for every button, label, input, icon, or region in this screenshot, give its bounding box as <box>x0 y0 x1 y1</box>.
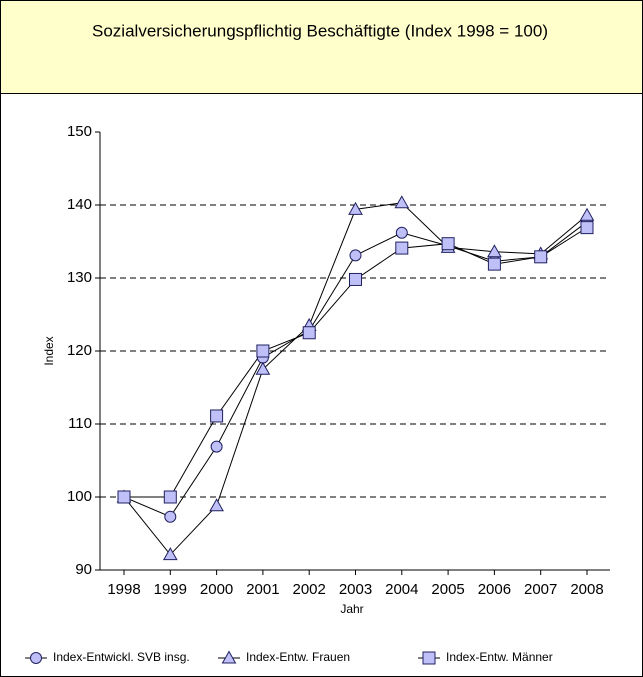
legend-marker <box>30 652 42 664</box>
marker <box>117 490 131 504</box>
x-tick-label: 2000 <box>200 581 233 598</box>
y-tick-label: 90 <box>75 561 92 578</box>
legend-marker <box>422 651 436 665</box>
x-tick-label: 2005 <box>431 581 464 598</box>
marker <box>163 490 177 504</box>
marker <box>209 498 224 512</box>
x-tick-label: 2006 <box>478 581 511 598</box>
marker <box>164 510 177 523</box>
x-tick-label: 2008 <box>570 581 603 598</box>
marker <box>348 201 363 215</box>
marker <box>487 244 502 258</box>
y-tick-label: 150 <box>67 123 92 140</box>
marker <box>162 547 178 561</box>
y-tick-label: 140 <box>67 196 92 213</box>
x-tick-label: 1999 <box>154 581 187 598</box>
x-tick-label: 2007 <box>524 581 557 598</box>
marker <box>394 195 410 209</box>
marker <box>580 221 594 235</box>
marker <box>210 409 224 423</box>
x-tick-label: 2003 <box>339 581 372 598</box>
marker <box>210 440 223 453</box>
x-tick-label: 2004 <box>385 581 418 598</box>
marker <box>441 237 455 251</box>
y-tick-label: 120 <box>67 342 92 359</box>
marker <box>395 226 408 239</box>
header <box>0 0 643 94</box>
marker <box>395 241 409 255</box>
y-axis-label: Index <box>42 336 56 365</box>
y-tick-label: 100 <box>67 488 92 505</box>
marker <box>256 344 270 358</box>
marker <box>534 250 548 264</box>
marker <box>255 361 271 375</box>
marker <box>349 272 362 286</box>
marker <box>487 257 501 271</box>
x-tick-label: 2001 <box>246 581 279 598</box>
marker <box>302 326 316 340</box>
x-tick-label: 2002 <box>293 581 326 598</box>
marker <box>579 207 595 221</box>
legend-label: Index-Entw. Frauen <box>246 650 350 664</box>
legend-label: Index-Entwickl. SVB insg. <box>53 650 190 664</box>
y-tick-label: 130 <box>67 269 92 286</box>
chart-title: Sozialversicherungspflichtig Beschäftigt… <box>92 21 548 40</box>
x-tick-label: 1998 <box>107 581 140 598</box>
y-tick-label: 110 <box>68 415 92 432</box>
x-axis-label: Jahr <box>340 602 363 616</box>
legend-marker <box>221 650 237 664</box>
legend-label: Index-Entw. Männer <box>446 650 553 664</box>
marker <box>349 249 362 262</box>
